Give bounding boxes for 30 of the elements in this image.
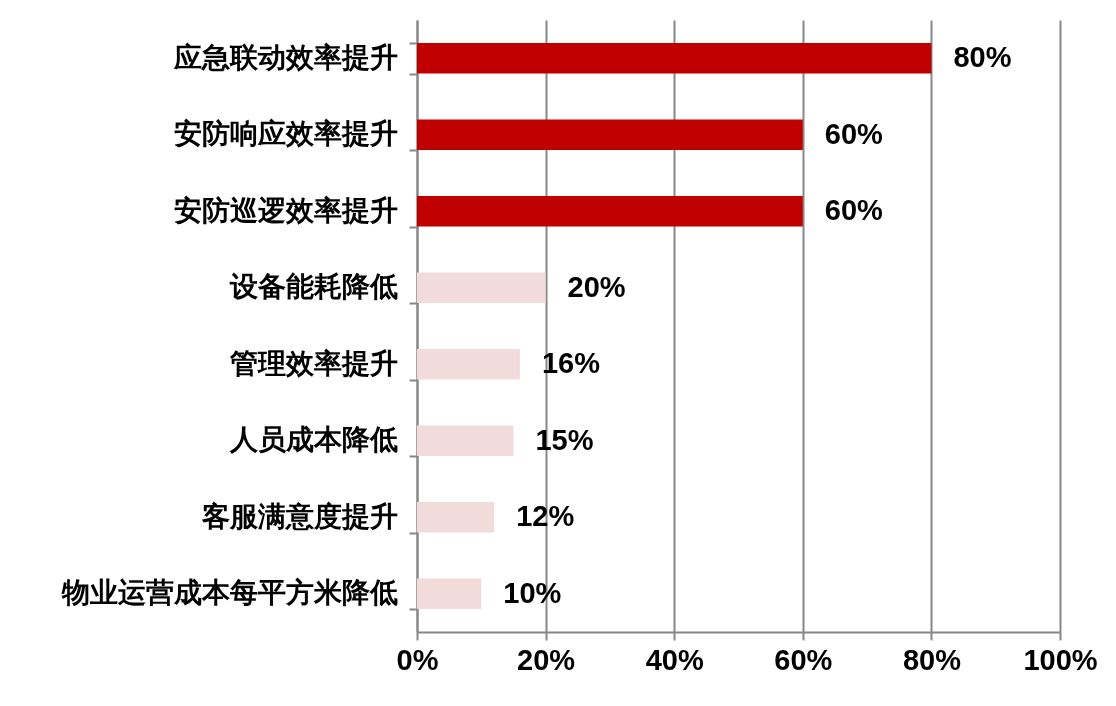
bar [417,42,932,74]
data-label: 60% [824,117,884,150]
data-label: 60% [824,194,884,227]
y-tick-label: 设备能耗降低 [228,270,398,304]
x-tick-label: 60% [774,643,833,676]
y-tick-label: 管理效率提升 [228,346,398,380]
bar [417,501,495,533]
data-label: 12% [516,500,575,533]
y-tick-label: 物业运营成本每平方米降低 [60,576,398,610]
x-tick-label: 40% [645,643,704,676]
data-label: 15% [535,423,594,456]
x-tick-label: 80% [902,643,962,676]
data-label: 20% [567,270,626,303]
x-tick-label: 100% [1023,643,1098,676]
bar [417,119,803,151]
bar [417,348,520,380]
bar [417,425,514,457]
y-tick-label: 安防响应效率提升 [173,117,398,151]
y-tick-label: 应急联动效率提升 [172,40,398,74]
bar [417,578,482,610]
data-label: 10% [503,576,562,609]
x-tick-label: 0% [396,643,439,676]
bar [417,272,546,304]
x-tick-label: 20% [517,643,576,676]
bar [417,195,803,227]
data-label: 16% [541,347,601,380]
y-tick-label: 客服满意度提升 [200,499,398,533]
data-label: 80% [953,41,1012,74]
y-tick-label: 安防巡逻效率提升 [173,193,398,227]
y-tick-label: 人员成本降低 [228,423,398,457]
